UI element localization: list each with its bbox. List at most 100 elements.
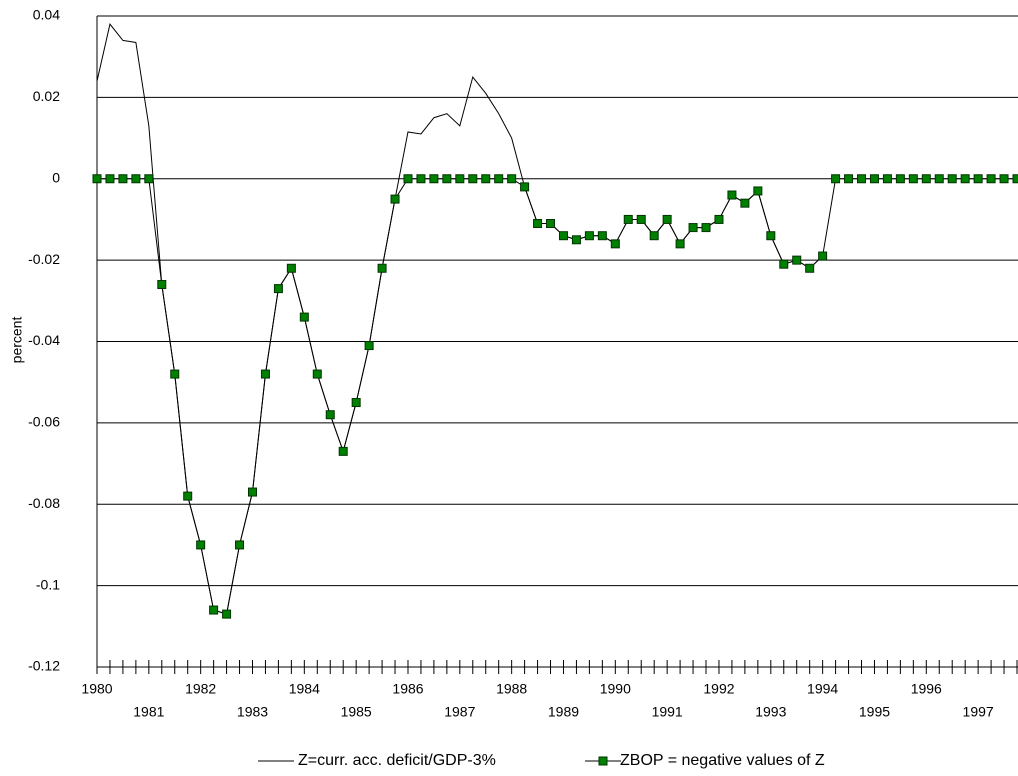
marker bbox=[882, 174, 892, 184]
marker bbox=[869, 174, 879, 184]
marker bbox=[675, 239, 685, 249]
marker bbox=[662, 214, 672, 224]
marker bbox=[312, 369, 322, 379]
marker bbox=[338, 446, 348, 456]
marker bbox=[183, 491, 193, 501]
marker bbox=[481, 174, 491, 184]
marker bbox=[235, 540, 245, 550]
marker bbox=[403, 174, 413, 184]
x-tick-label: 1997 bbox=[963, 704, 994, 720]
marker bbox=[740, 198, 750, 208]
marker bbox=[390, 194, 400, 204]
y-tick-label: -0.02 bbox=[28, 251, 60, 267]
x-tick-label: 1994 bbox=[807, 681, 838, 697]
marker bbox=[908, 174, 918, 184]
marker bbox=[273, 284, 283, 294]
x-tick-label: 1985 bbox=[341, 704, 372, 720]
marker bbox=[714, 214, 724, 224]
marker bbox=[857, 174, 867, 184]
marker bbox=[364, 341, 374, 351]
series-line bbox=[96, 23, 823, 615]
x-tick-label: 1995 bbox=[859, 704, 890, 720]
marker bbox=[1012, 174, 1018, 184]
marker bbox=[779, 259, 789, 269]
y-tick-label: -0.08 bbox=[28, 495, 60, 511]
series-line bbox=[97, 178, 1017, 615]
marker bbox=[144, 174, 154, 184]
x-tick-label: 1990 bbox=[600, 681, 631, 697]
y-tick-label: 0.02 bbox=[33, 88, 60, 104]
marker bbox=[623, 214, 633, 224]
marker bbox=[118, 174, 128, 184]
marker bbox=[416, 174, 426, 184]
y-tick-label: -0.1 bbox=[36, 576, 60, 592]
marker bbox=[584, 231, 594, 241]
legend-swatch bbox=[598, 756, 608, 766]
marker bbox=[260, 369, 270, 379]
x-tick-label: 1993 bbox=[755, 704, 786, 720]
marker bbox=[792, 255, 802, 265]
x-tick-label: 1992 bbox=[703, 681, 734, 697]
legend-label: ZBOP = negative values of Z bbox=[620, 752, 825, 769]
marker bbox=[533, 219, 543, 229]
marker bbox=[921, 174, 931, 184]
marker bbox=[727, 190, 737, 200]
marker bbox=[766, 231, 776, 241]
y-tick-label: -0.04 bbox=[28, 332, 60, 348]
marker bbox=[222, 609, 232, 619]
marker bbox=[688, 223, 698, 233]
y-tick-label: -0.12 bbox=[28, 658, 60, 674]
y-tick-label: 0 bbox=[52, 169, 60, 185]
marker bbox=[831, 174, 841, 184]
marker bbox=[520, 182, 530, 192]
y-tick-label: 0.04 bbox=[33, 7, 60, 23]
x-tick-label: 1991 bbox=[652, 704, 683, 720]
marker bbox=[973, 174, 983, 184]
marker bbox=[209, 605, 219, 615]
marker bbox=[999, 174, 1009, 184]
marker bbox=[196, 540, 206, 550]
marker bbox=[558, 231, 568, 241]
x-tick-label: 1988 bbox=[496, 681, 527, 697]
x-tick-label: 1980 bbox=[81, 681, 112, 697]
marker bbox=[170, 369, 180, 379]
marker bbox=[571, 235, 581, 245]
marker bbox=[818, 251, 828, 261]
marker bbox=[507, 174, 517, 184]
marker bbox=[455, 174, 465, 184]
marker bbox=[597, 231, 607, 241]
marker bbox=[247, 487, 257, 497]
marker bbox=[649, 231, 659, 241]
marker bbox=[636, 214, 646, 224]
marker bbox=[934, 174, 944, 184]
marker bbox=[92, 174, 102, 184]
marker bbox=[753, 186, 763, 196]
x-tick-label: 1983 bbox=[237, 704, 268, 720]
x-tick-label: 1989 bbox=[548, 704, 579, 720]
legend-label: Z=curr. acc. deficit/GDP-3% bbox=[298, 752, 496, 769]
marker bbox=[351, 398, 361, 408]
marker bbox=[286, 263, 296, 273]
marker bbox=[986, 174, 996, 184]
marker bbox=[131, 174, 141, 184]
marker bbox=[325, 410, 335, 420]
x-tick-label: 1986 bbox=[392, 681, 423, 697]
x-tick-label: 1996 bbox=[911, 681, 942, 697]
marker bbox=[546, 219, 556, 229]
marker bbox=[442, 174, 452, 184]
marker bbox=[701, 223, 711, 233]
marker bbox=[960, 174, 970, 184]
marker bbox=[947, 174, 957, 184]
marker bbox=[157, 280, 167, 290]
y-tick-label: -0.06 bbox=[28, 414, 60, 430]
marker bbox=[429, 174, 439, 184]
marker bbox=[494, 174, 504, 184]
marker bbox=[610, 239, 620, 249]
x-tick-label: 1981 bbox=[133, 704, 164, 720]
marker bbox=[105, 174, 115, 184]
marker bbox=[844, 174, 854, 184]
x-tick-label: 1982 bbox=[185, 681, 216, 697]
x-tick-label: 1984 bbox=[289, 681, 320, 697]
y-axis-label: percent bbox=[9, 317, 25, 364]
